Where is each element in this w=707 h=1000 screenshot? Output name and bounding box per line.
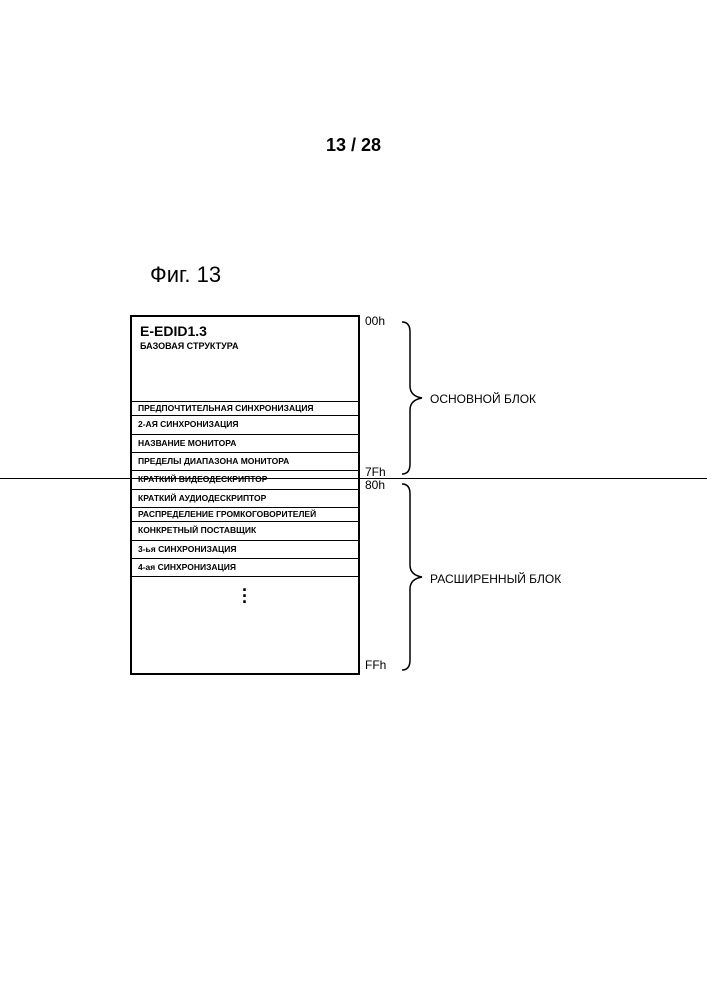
label-basic-block: ОСНОВНОЙ БЛОК <box>430 392 536 406</box>
row-preferred-timing: ПРЕДПОЧТИТЕЛЬНАЯ СИНХРОНИЗАЦИЯ <box>132 401 358 415</box>
ellipsis-area: ··· <box>132 576 358 636</box>
row-vendor-specific: КОНКРЕТНЫЙ ПОСТАВЩИК <box>132 521 358 539</box>
brace-basic <box>400 320 424 476</box>
row-monitor-name: НАЗВАНИЕ МОНИТОРА <box>132 434 358 452</box>
ellipsis-dots: ··· <box>132 577 358 605</box>
figure-title: Фиг. 13 <box>150 262 221 288</box>
row-short-video-desc: КРАТКИЙ ВИДЕОДЕСКРИПТОР <box>132 470 358 488</box>
header-sub: БАЗОВАЯ СТРУКТУРА <box>140 341 350 351</box>
edid-structure-box: E-EDID1.3 БАЗОВАЯ СТРУКТУРА ПРЕДПОЧТИТЕЛ… <box>130 315 360 675</box>
page-number: 13 / 28 <box>0 135 707 156</box>
row-short-audio-desc: КРАТКИЙ АУДИОДЕСКРИПТОР <box>132 489 358 507</box>
row-3rd-timing: 3-ья СИНХРОНИЗАЦИЯ <box>132 540 358 558</box>
header-gap <box>132 353 358 401</box>
row-speaker-alloc: РАСПРЕДЕЛЕНИЕ ГРОМКОГОВОРИТЕЛЕЙ <box>132 507 358 521</box>
header-main: E-EDID1.3 <box>140 323 350 339</box>
row-monitor-range: ПРЕДЕЛЫ ДИАПАЗОНА МОНИТОРА <box>132 452 358 470</box>
box-header: E-EDID1.3 БАЗОВАЯ СТРУКТУРА <box>132 317 358 353</box>
brace-ext <box>400 482 424 672</box>
row-2nd-timing: 2-АЯ СИНХРОНИЗАЦИЯ <box>132 415 358 433</box>
addr-80h: 80h <box>365 478 385 492</box>
addr-ffh: FFh <box>365 658 386 672</box>
label-ext-block: РАСШИРЕННЫЙ БЛОК <box>430 572 561 586</box>
addr-7fh: 7Fh <box>365 465 386 479</box>
block-divider <box>0 478 707 479</box>
addr-00h: 00h <box>365 314 385 328</box>
row-4th-timing: 4-ая СИНХРОНИЗАЦИЯ <box>132 558 358 576</box>
